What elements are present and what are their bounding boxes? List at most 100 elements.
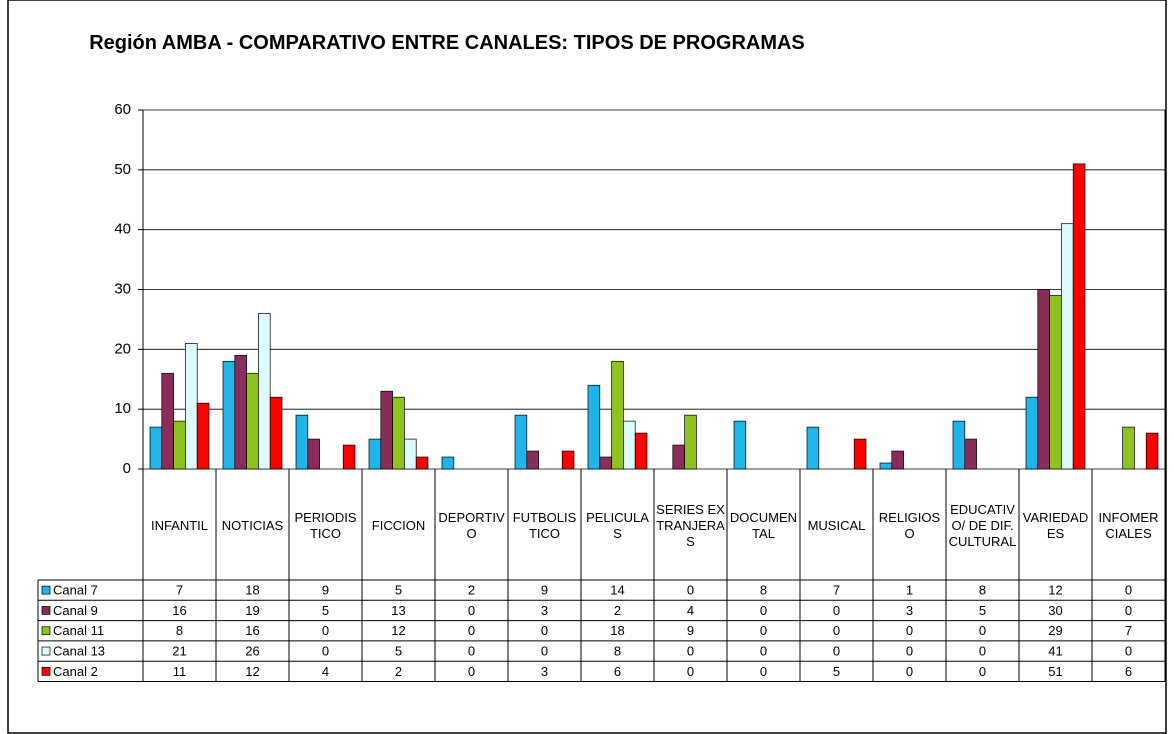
table-value: 0 (468, 664, 475, 679)
table-value: 0 (760, 643, 767, 658)
table-value: 0 (1125, 583, 1132, 598)
table-value: 0 (687, 664, 694, 679)
table-value: 0 (833, 643, 840, 658)
chart-frame (7, 0, 1167, 734)
table-value: 26 (245, 643, 259, 658)
bar (1122, 426, 1135, 470)
bar (196, 402, 210, 470)
bar (173, 420, 186, 470)
bar (368, 438, 382, 470)
table-value: 0 (979, 664, 986, 679)
table-value: 0 (760, 623, 767, 638)
bar (1037, 289, 1050, 470)
bar (514, 414, 528, 470)
table-value: 5 (322, 603, 329, 618)
table-value: 5 (395, 583, 402, 598)
bar (404, 438, 417, 470)
legend-swatch (41, 626, 51, 636)
bar (599, 456, 612, 470)
table-value: 7 (1125, 623, 1132, 638)
table-value: 13 (391, 603, 405, 618)
x-tick-label: RELIGIOSO (878, 510, 941, 541)
bar (853, 438, 867, 470)
table-value: 0 (322, 623, 329, 638)
bar (526, 450, 539, 470)
legend-label: Canal 11 (53, 623, 104, 638)
table-value: 0 (1125, 603, 1132, 618)
x-tick-label: VARIEDADES (1022, 510, 1089, 541)
y-tick-label: 50 (114, 161, 131, 178)
table-value: 0 (541, 623, 548, 638)
table-value: 0 (906, 664, 913, 679)
y-tick-label: 20 (114, 340, 131, 357)
table-value: 0 (468, 603, 475, 618)
bar (952, 420, 966, 470)
table-value: 11 (173, 664, 187, 679)
x-tick-label: INFOMERCIALES (1098, 510, 1159, 541)
legend-label: Canal 7 (53, 583, 98, 598)
table-value: 2 (614, 603, 621, 618)
bar (1145, 432, 1159, 470)
bar (258, 313, 271, 470)
x-tick-label: EDUCATIVO/ DE DIF. CULTURAL (948, 502, 1017, 549)
bar (806, 426, 820, 470)
bar (733, 420, 747, 470)
y-tick-label: 60 (114, 101, 131, 118)
table-value: 7 (833, 583, 840, 598)
bar (879, 462, 893, 470)
table-value: 0 (906, 623, 913, 638)
bar (185, 343, 198, 470)
table-value: 0 (541, 643, 548, 658)
bar (392, 396, 405, 470)
table-value: 14 (610, 583, 624, 598)
y-tick-label: 10 (114, 400, 131, 417)
table-value: 0 (833, 623, 840, 638)
table-value: 18 (245, 583, 259, 598)
table-value: 0 (687, 643, 694, 658)
table-value: 30 (1048, 603, 1062, 618)
table-value: 3 (541, 664, 548, 679)
bar (684, 414, 697, 470)
table-value: 29 (1048, 623, 1062, 638)
table-value: 12 (245, 664, 259, 679)
bar (441, 456, 455, 470)
bar (222, 360, 236, 470)
table-value: 5 (395, 643, 402, 658)
bar (415, 456, 429, 470)
table-value: 2 (468, 583, 475, 598)
x-tick-label: SERIES EXTRANJERAS (656, 502, 725, 549)
table-value: 12 (391, 623, 405, 638)
bar (964, 438, 977, 470)
chart-title: Región AMBA - COMPARATIVO ENTRE CANALES:… (89, 32, 805, 54)
table-value: 18 (610, 623, 624, 638)
y-tick-label: 0 (123, 460, 131, 477)
x-tick-label: NOTICIAS (221, 518, 284, 533)
table-value: 9 (541, 583, 548, 598)
x-tick-label: MUSICAL (807, 518, 866, 533)
table-value: 0 (979, 643, 986, 658)
legend-swatch (41, 585, 51, 595)
table-value: 0 (687, 583, 694, 598)
table-value: 7 (176, 583, 183, 598)
y-tick-label: 30 (114, 280, 131, 297)
legend-swatch (41, 666, 51, 676)
bar (342, 444, 356, 470)
bar (161, 372, 174, 470)
bar (891, 450, 904, 470)
table-value: 0 (979, 623, 986, 638)
y-tick-label: 40 (114, 221, 131, 238)
bar (149, 426, 163, 470)
table-value: 0 (468, 623, 475, 638)
table-value: 0 (760, 664, 767, 679)
x-tick-label: PERIODISTICO (294, 510, 357, 541)
legend-label: Canal 2 (53, 664, 98, 679)
bar (634, 432, 648, 470)
table-value: 0 (1125, 643, 1132, 658)
table-value: 1 (906, 583, 913, 598)
table-value: 5 (979, 603, 986, 618)
bar (623, 420, 636, 470)
table-value: 16 (172, 603, 186, 618)
table-value: 2 (395, 664, 402, 679)
table-value: 8 (176, 623, 183, 638)
legend-swatch (41, 646, 51, 656)
